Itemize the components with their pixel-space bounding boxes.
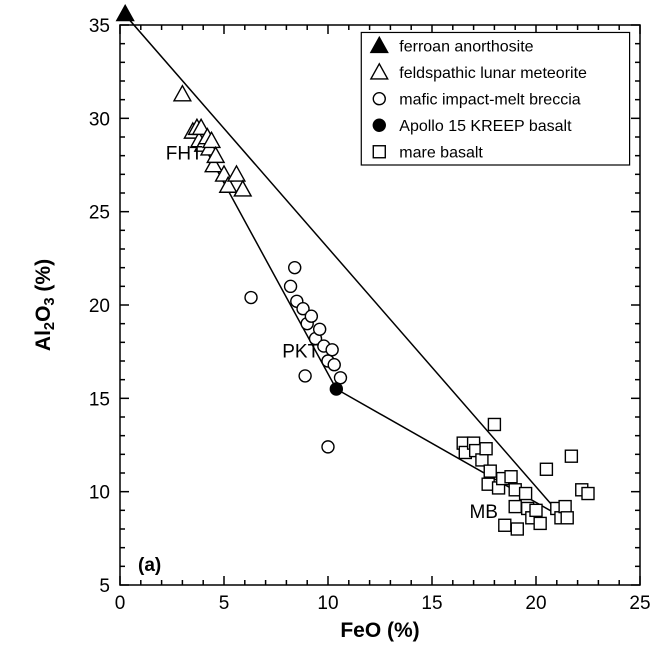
legend-label: feldspathic lunar meteorite [399, 65, 587, 82]
annotation-fht: FHT [166, 143, 203, 164]
y-tick-label: 35 [89, 16, 110, 37]
x-tick-label: 20 [525, 593, 546, 614]
y-tick-label: 10 [89, 483, 110, 504]
panel-label: (a) [138, 555, 161, 576]
legend-label: mafic impact-melt breccia [399, 91, 580, 108]
y-tick-label: 5 [99, 576, 110, 597]
x-tick-label: 10 [317, 593, 338, 614]
y-tick-label: 20 [89, 296, 110, 317]
x-axis-label: FeO (%) [340, 619, 419, 642]
annotation-mb: MB [469, 502, 498, 523]
legend-label: Apollo 15 KREEP basalt [399, 118, 572, 135]
series-feldspathic-lunar-meteorite [174, 86, 251, 196]
x-tick-label: 0 [115, 593, 126, 614]
y-tick-label: 25 [89, 203, 110, 224]
x-tick-label: 15 [421, 593, 442, 614]
chart-svg: 05101520255101520253035FeO (%)Al2O3 (%)F… [0, 0, 670, 651]
y-axis-label: Al2O3 (%) [32, 259, 58, 351]
scatter-chart: 05101520255101520253035FeO (%)Al2O3 (%)F… [0, 0, 670, 651]
y-tick-label: 30 [89, 109, 110, 130]
y-tick-label: 15 [89, 389, 110, 410]
series-apollo-15-kreep-basalt [330, 383, 342, 395]
annotation-pkt: PKT [282, 341, 319, 362]
legend-label: mare basalt [399, 144, 483, 161]
x-tick-label: 25 [629, 593, 650, 614]
series-ferroan-anorthosite [117, 5, 134, 20]
x-tick-label: 5 [219, 593, 230, 614]
legend-label: ferroan anorthosite [399, 38, 533, 55]
